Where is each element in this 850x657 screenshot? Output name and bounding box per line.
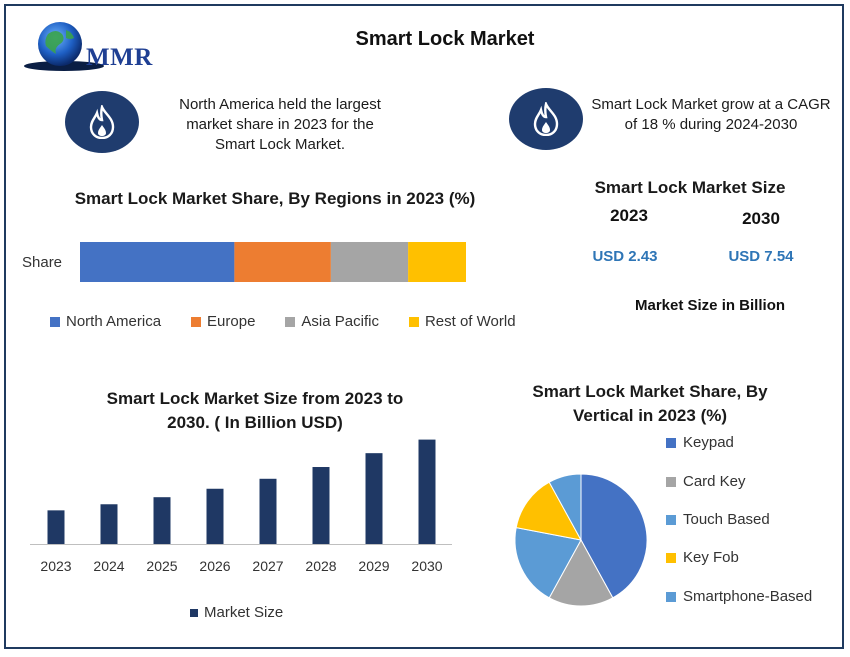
bar-2030 [418, 439, 436, 544]
pie-legend-item-touch-based: Touch Based [666, 511, 770, 528]
fact-1-line-3: Smart Lock Market. [214, 136, 346, 153]
flame-icon [533, 102, 559, 136]
regions-chart-title: Smart Lock Market Share, By Regions in 2… [74, 189, 476, 208]
legend-label-rest-of-world: Rest of World [424, 313, 516, 330]
bar-2029 [365, 453, 383, 544]
bar-2028 [312, 467, 330, 544]
legend-swatch-market-size [190, 608, 198, 617]
pie-legend-swatch-smartphone-based [666, 591, 676, 602]
pie-slice-card-key [548, 538, 614, 607]
region-segment-asia-pacific [330, 242, 409, 282]
market-size-year-a: 2023 [610, 206, 648, 225]
logo-text: MMR [86, 44, 153, 71]
pie-legend-item-key-fob: Key Fob [666, 549, 739, 566]
legend-label-europe: Europe [207, 313, 256, 330]
bar-2026 [206, 488, 224, 544]
market-size-year-b: 2030 [742, 209, 780, 228]
regions-category-label: Share [22, 254, 63, 271]
size-chart-title: Smart Lock Market Size from 2023 to 2030… [80, 387, 430, 435]
mmr-logo: MMR [22, 16, 157, 76]
pie-legend-label-card-key: Card Key [683, 473, 746, 490]
market-size-title: Smart Lock Market Size [594, 178, 786, 197]
fact-1-line-2: market share in 2023 for the [186, 116, 374, 133]
regions-legend-item-europe: Europe [191, 313, 255, 330]
x-tick-label-2025: 2025 [146, 558, 177, 574]
legend-swatch-asia-pacific [285, 316, 296, 327]
fact-2-line-1: Smart Lock Market grow at a CAGR [591, 96, 831, 113]
market-size-value-b: USD 7.54 [728, 248, 794, 265]
vertical-chart-title-line-2: Vertical in 2023 (%) [572, 406, 728, 425]
pie-slice-key-fob [515, 481, 582, 541]
fact-1-line-1: North America held the largest [179, 96, 381, 113]
market-size-footer: Market Size in Billion [634, 297, 786, 314]
size-chart-title-line-2: 2030. ( In Billion USD) [167, 413, 343, 432]
pie-legend-label-touch-based: Touch Based [683, 511, 770, 528]
bar-2025 [153, 497, 171, 544]
region-segment-europe [234, 242, 331, 282]
pie-legend-swatch-key-fob [666, 552, 676, 563]
legend-label-north-america: North America [66, 313, 162, 330]
bar-2027 [259, 478, 277, 544]
bar-2024 [100, 504, 118, 544]
regions-legend-item-north-america: North America [50, 313, 161, 330]
x-tick-label-2030: 2030 [411, 558, 442, 574]
vertical-chart-title: Smart Lock Market Share, By Vertical in … [505, 380, 795, 428]
pie-legend-item-smartphone-based: Smartphone-Based [666, 588, 812, 605]
legend-swatch-north-america [50, 316, 60, 327]
fact-1-text: North America held the largest market sh… [150, 95, 410, 155]
x-tick-label-2027: 2027 [252, 558, 283, 574]
size-chart-title-line-1: Smart Lock Market Size from 2023 to [106, 389, 404, 408]
legend-swatch-europe [191, 316, 202, 327]
fact-2-text: Smart Lock Market grow at a CAGR of 18 %… [586, 95, 836, 135]
fact-1-badge [65, 91, 139, 153]
x-tick-label-2026: 2026 [199, 558, 230, 574]
size-chart-legend: Market Size [190, 604, 283, 621]
x-tick-label-2023: 2023 [40, 558, 71, 574]
pie-legend-label-key-fob: Key Fob [683, 549, 739, 566]
pie-slice-smartphone-based [548, 473, 582, 541]
pie-slice-keypad [580, 473, 648, 599]
x-tick-label-2029: 2029 [358, 558, 389, 574]
regions-legend-item-rest-of-world: Rest of World [408, 313, 516, 330]
infographic-frame [4, 4, 844, 649]
globe-icon [24, 22, 104, 71]
pie-legend-swatch-keypad [666, 437, 676, 448]
pie-legend-swatch-touch-based [666, 514, 676, 525]
x-tick-label-2024: 2024 [93, 558, 124, 574]
pie-legend-item-keypad: Keypad [666, 434, 734, 451]
size-column-chart: 2023 2024 2025 2026 2027 2028 2029 2030 [30, 439, 452, 574]
pie-legend-label-smartphone-based: Smartphone-Based [683, 588, 813, 605]
regions-stacked-bar [80, 242, 466, 282]
regions-legend: North America Europe Asia Pacific Rest of W… [50, 313, 516, 330]
market-size-value-a: USD 2.43 [592, 248, 658, 265]
page-title: Smart Lock Market [355, 28, 535, 50]
pie-legend-item-card-key: Card Key [666, 473, 746, 490]
fact-2-badge [509, 88, 583, 150]
vertical-pie-chart [514, 473, 648, 607]
legend-label-asia-pacific: Asia Pacific [301, 313, 379, 330]
legend-label-market-size: Market Size [204, 604, 284, 621]
region-segment-north-america [80, 242, 235, 282]
legend-swatch-rest-of-world [408, 316, 419, 327]
flame-icon [89, 105, 115, 139]
vertical-chart-title-line-1: Smart Lock Market Share, By [532, 382, 768, 401]
regions-legend-item-asia-pacific: Asia Pacific [285, 313, 379, 330]
bar-2023 [47, 510, 65, 544]
pie-legend-label-keypad: Keypad [683, 434, 734, 451]
region-segment-rest-of-world [408, 242, 466, 282]
pie-slice-touch-based [514, 527, 582, 599]
pie-legend-swatch-card-key [666, 476, 676, 487]
x-tick-label-2028: 2028 [305, 558, 336, 574]
fact-2-line-2: of 18 % during 2024-2030 [624, 116, 798, 133]
